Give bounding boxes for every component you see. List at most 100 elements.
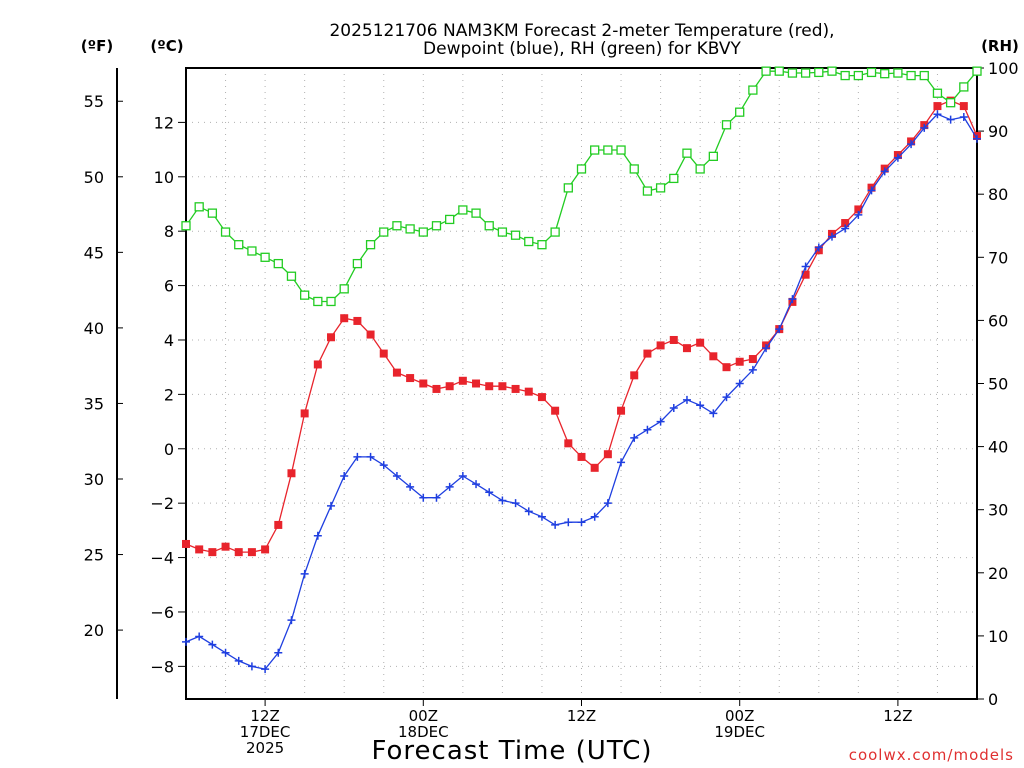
temperature-point xyxy=(366,330,375,339)
temperature-point xyxy=(261,545,270,554)
series-rh xyxy=(181,66,982,307)
rh-point xyxy=(893,68,903,78)
rh-point xyxy=(273,258,283,269)
dewpoint-point xyxy=(274,648,283,657)
rh-point xyxy=(800,68,811,78)
dewpoint-point xyxy=(735,379,744,388)
rh-point xyxy=(234,240,244,250)
temperature-point xyxy=(603,450,612,459)
chart-title-line1: 2025121706 NAM3KM Forecast 2-meter Tempe… xyxy=(329,21,834,41)
temperature-point xyxy=(274,520,283,529)
dewpoint-point xyxy=(762,344,771,353)
temperature-point xyxy=(722,363,731,372)
dewpoint-point xyxy=(775,325,784,334)
dewpoint-point xyxy=(577,518,586,527)
temperature-point xyxy=(577,452,586,461)
fahrenheit-tick-label: 50 xyxy=(84,168,104,187)
dewpoint-point xyxy=(327,501,336,510)
dewpoint-point xyxy=(182,637,190,646)
rh-point xyxy=(247,246,257,256)
rh-tick-label: 0 xyxy=(988,690,998,709)
time-tick-label: 17DEC xyxy=(240,723,291,741)
celsius-tick-label: 0 xyxy=(164,440,174,459)
dewpoint-point xyxy=(854,210,863,219)
rh-point xyxy=(603,145,613,155)
temperature-point xyxy=(590,463,599,472)
rh-point xyxy=(537,240,547,250)
rh-point xyxy=(906,70,916,81)
dewpoint-point xyxy=(669,403,678,412)
dewpoint-point xyxy=(946,115,955,124)
rh-point xyxy=(880,69,890,79)
dewpoint-point xyxy=(748,365,757,374)
temperature-point xyxy=(195,545,204,554)
time-tick-label: 12Z xyxy=(567,707,596,725)
rh-point xyxy=(405,224,415,234)
dewpoint-point xyxy=(630,433,639,442)
rh-tick-label: 50 xyxy=(988,375,1008,394)
rh-unit-label: (RH) xyxy=(981,37,1019,55)
temperature-point xyxy=(419,379,428,388)
rh-tick-label: 30 xyxy=(988,501,1008,520)
rh-point xyxy=(919,70,929,81)
rh-point xyxy=(629,164,639,174)
rh-point xyxy=(761,66,771,76)
dewpoint-point xyxy=(195,632,204,641)
fahrenheit-unit-label: (ºF) xyxy=(81,37,113,55)
celsius-tick-label: 12 xyxy=(154,113,174,132)
rh-point xyxy=(339,284,349,294)
temperature-point xyxy=(669,335,678,344)
dewpoint-point xyxy=(590,512,599,521)
dewpoint-point xyxy=(564,518,573,527)
dewpoint-point xyxy=(208,640,217,649)
temperature-point xyxy=(617,406,626,415)
temperature-point xyxy=(406,374,415,383)
rh-point xyxy=(576,164,587,174)
temperature-point xyxy=(656,341,665,350)
temperature-point xyxy=(300,409,309,418)
rh-point xyxy=(484,221,494,231)
fahrenheit-tick-label: 55 xyxy=(84,92,104,111)
temperature-point xyxy=(221,542,230,551)
temperature-point xyxy=(959,102,968,111)
chart-title-line2: Dewpoint (blue), RH (green) for KBVY xyxy=(423,39,741,59)
temperature-point xyxy=(537,393,546,402)
temperature-point xyxy=(340,314,349,323)
fahrenheit-tick-label: 40 xyxy=(84,319,104,338)
temperature-point xyxy=(551,406,560,415)
axes xyxy=(116,67,978,700)
dewpoint-point xyxy=(814,243,823,252)
temperature-point xyxy=(801,270,810,279)
dewpoint-point xyxy=(300,569,309,578)
temperature-point xyxy=(564,439,573,448)
temperature-point xyxy=(854,205,863,214)
dewpoint-point xyxy=(287,616,296,625)
rh-point xyxy=(748,85,758,95)
rh-point xyxy=(787,68,798,78)
rh-point xyxy=(524,236,534,247)
temperature-point xyxy=(485,382,494,391)
dewpoint-point xyxy=(603,499,612,508)
rh-point xyxy=(379,227,389,237)
dewpoint-point xyxy=(511,499,520,508)
gridlines xyxy=(186,68,977,699)
celsius-unit-label: (ºC) xyxy=(150,37,183,55)
temperature-point xyxy=(498,382,507,391)
temperature-point xyxy=(748,355,757,364)
rh-point xyxy=(735,107,745,117)
dewpoint-point xyxy=(498,496,507,505)
dewpoint-point xyxy=(379,461,388,470)
celsius-tick-label: 10 xyxy=(154,168,174,187)
fahrenheit-tick-label: 45 xyxy=(84,243,104,262)
celsius-tick-label: 6 xyxy=(164,277,174,296)
time-tick-label: 19DEC xyxy=(714,723,765,741)
rh-point xyxy=(695,164,705,174)
temperature-point xyxy=(327,333,336,342)
rh-point xyxy=(774,66,784,76)
celsius-tick-label: −8 xyxy=(150,657,174,676)
temperature-point xyxy=(696,338,705,347)
rh-point xyxy=(299,290,310,300)
rh-point xyxy=(972,66,982,76)
dewpoint-point xyxy=(551,520,560,529)
rh-point xyxy=(959,82,969,92)
